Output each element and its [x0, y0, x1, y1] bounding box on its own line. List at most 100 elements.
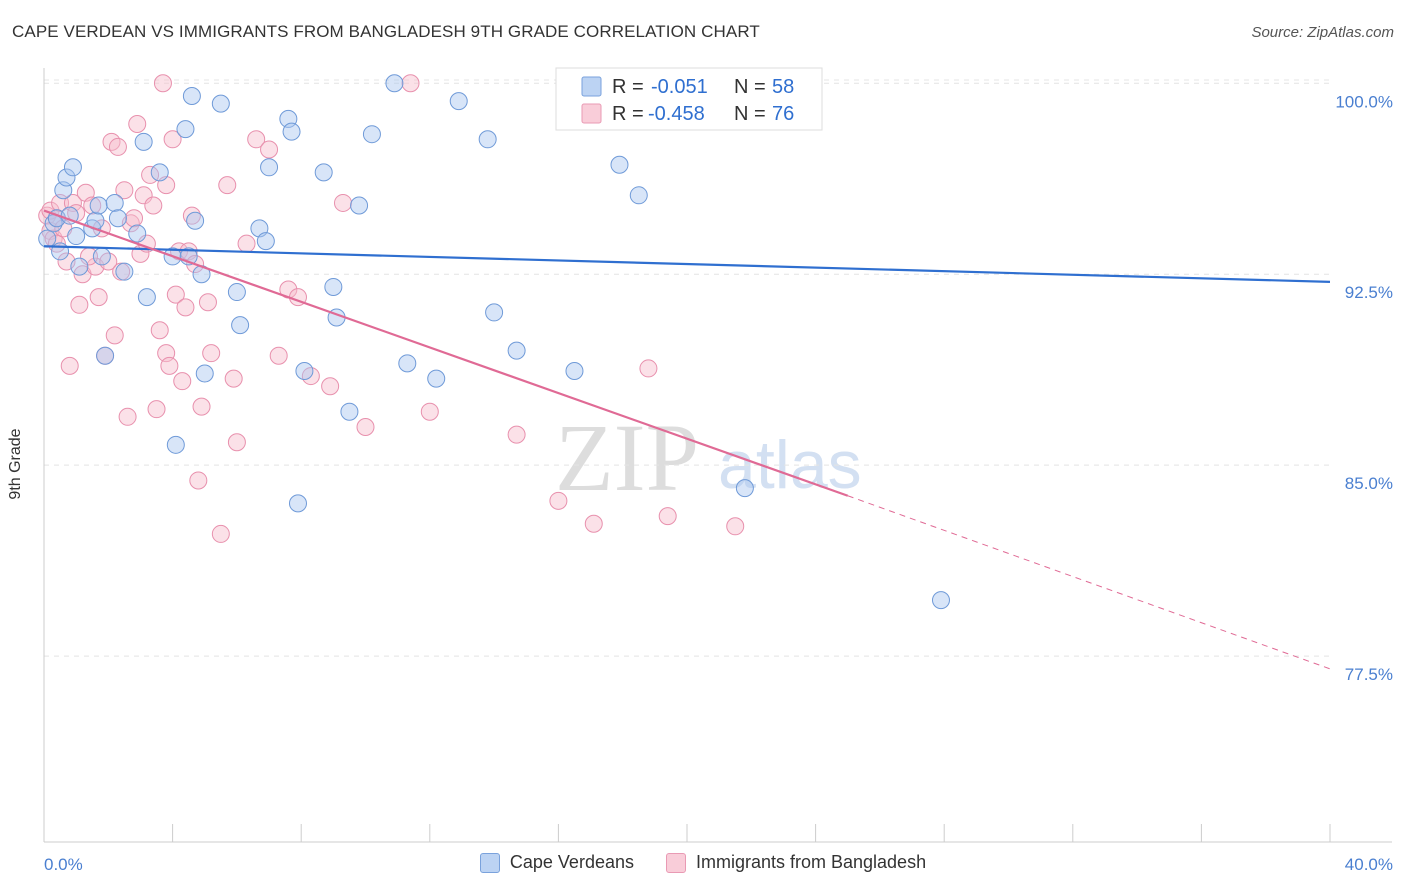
point-cape-verdeans — [256, 232, 275, 251]
point-immigrants-from-bangladesh — [211, 524, 230, 543]
point-cape-verdeans — [96, 346, 115, 365]
point-immigrants-from-bangladesh — [202, 344, 221, 363]
bottom-legend: Cape Verdeans Immigrants from Bangladesh — [0, 852, 1406, 873]
legend-r-value-2: -0.458 — [648, 103, 705, 125]
legend-label-cape-verdeans: Cape Verdeans — [509, 852, 634, 872]
point-immigrants-from-bangladesh — [173, 372, 192, 391]
point-immigrants-from-bangladesh — [83, 196, 102, 215]
point-cape-verdeans — [282, 122, 301, 141]
point-immigrants-from-bangladesh — [639, 359, 658, 378]
point-immigrants-from-bangladesh — [356, 417, 375, 436]
legend-label-immigrants-from-bangladesh: Immigrants from Bangladesh — [695, 852, 927, 872]
point-immigrants-from-bangladesh — [401, 74, 420, 93]
point-immigrants-from-bangladesh — [144, 196, 163, 215]
point-cape-verdeans — [150, 163, 169, 182]
point-cape-verdeans — [398, 354, 417, 373]
point-cape-verdeans — [260, 158, 279, 177]
point-cape-verdeans — [186, 211, 205, 230]
legend-r-label-1: R = — [612, 76, 644, 98]
legend-n-label-2: N = — [734, 103, 766, 125]
x-tick-label-min: 0.0% — [44, 855, 83, 874]
trend-extension-immigrants-from-bangladesh — [847, 495, 1331, 670]
point-immigrants-from-bangladesh — [549, 491, 568, 510]
point-cape-verdeans — [295, 361, 314, 380]
legend-n-label-1: N = — [734, 76, 766, 98]
stats-legend: R = -0.051 N = 58 R = -0.458 N = 76 — [555, 67, 823, 131]
point-immigrants-from-bangladesh — [420, 402, 439, 421]
point-immigrants-from-bangladesh — [160, 356, 179, 375]
point-immigrants-from-bangladesh — [125, 209, 144, 228]
watermark-zip: ZIP — [555, 404, 699, 511]
point-immigrants-from-bangladesh — [60, 356, 79, 375]
point-immigrants-from-bangladesh — [189, 471, 208, 490]
y-tick-label: 85.0% — [1345, 474, 1393, 493]
point-immigrants-from-bangladesh — [218, 176, 237, 195]
grid — [44, 79, 1330, 657]
point-cape-verdeans — [324, 277, 343, 296]
point-cape-verdeans — [449, 92, 468, 111]
y-tick-labels: 100.0% 92.5% 85.0% 77.5% — [1335, 92, 1393, 684]
point-cape-verdeans — [288, 494, 307, 513]
point-immigrants-from-bangladesh — [333, 193, 352, 212]
point-immigrants-from-bangladesh — [227, 433, 246, 452]
point-immigrants-from-bangladesh — [237, 234, 256, 253]
legend-swatch-immigrants-from-bangladesh — [665, 852, 686, 873]
point-cape-verdeans — [931, 591, 950, 610]
legend-swatch-cape-verdeans — [479, 852, 500, 873]
legend-n-value-2: 76 — [772, 103, 794, 125]
point-immigrants-from-bangladesh — [176, 298, 195, 317]
point-cape-verdeans — [51, 242, 70, 261]
point-immigrants-from-bangladesh — [70, 295, 89, 314]
point-cape-verdeans — [176, 120, 195, 139]
point-cape-verdeans — [38, 229, 57, 248]
point-cape-verdeans — [57, 168, 76, 187]
legend-swatch-pink — [581, 103, 602, 124]
trend-line-immigrants-from-bangladesh — [43, 209, 849, 497]
axes — [43, 68, 1392, 843]
x-tick-label-max: 40.0% — [1345, 855, 1393, 874]
point-immigrants-from-bangladesh — [726, 517, 745, 536]
point-immigrants-from-bangladesh — [321, 377, 340, 396]
legend-r-label-2: R = — [612, 103, 644, 125]
point-cape-verdeans — [195, 364, 214, 383]
point-immigrants-from-bangladesh — [153, 74, 172, 93]
point-immigrants-from-bangladesh — [118, 407, 137, 426]
point-immigrants-from-bangladesh — [150, 321, 169, 340]
trend-line-cape-verdeans — [43, 245, 1331, 283]
point-immigrants-from-bangladesh — [198, 293, 217, 312]
chart-title: CAPE VERDEAN VS IMMIGRANTS FROM BANGLADE… — [12, 22, 760, 41]
legend-n-value-1: 58 — [772, 76, 794, 98]
point-immigrants-from-bangladesh — [658, 507, 677, 526]
point-cape-verdeans — [231, 316, 250, 335]
legend-r-value-1: -0.051 — [651, 76, 708, 98]
point-cape-verdeans — [427, 369, 446, 388]
point-cape-verdeans — [134, 132, 153, 151]
point-cape-verdeans — [735, 479, 754, 498]
point-immigrants-from-bangladesh — [269, 346, 288, 365]
point-cape-verdeans — [629, 186, 648, 205]
point-cape-verdeans — [108, 209, 127, 228]
point-immigrants-from-bangladesh — [260, 140, 279, 159]
point-immigrants-from-bangladesh — [166, 285, 185, 304]
point-cape-verdeans — [89, 196, 108, 215]
point-cape-verdeans — [610, 155, 629, 174]
point-immigrants-from-bangladesh — [108, 137, 127, 156]
point-cape-verdeans — [182, 87, 201, 106]
watermark: ZIP atlas — [555, 404, 862, 511]
point-cape-verdeans — [478, 130, 497, 149]
point-cape-verdeans — [227, 283, 246, 302]
point-cape-verdeans — [485, 303, 504, 322]
legend-swatch-blue — [581, 76, 602, 97]
point-immigrants-from-bangladesh — [89, 288, 108, 307]
point-immigrants-from-bangladesh — [115, 181, 134, 200]
point-cape-verdeans — [67, 227, 86, 246]
point-immigrants-from-bangladesh — [584, 514, 603, 533]
point-cape-verdeans — [70, 257, 89, 276]
point-immigrants-from-bangladesh — [247, 130, 266, 149]
y-tick-label: 92.5% — [1345, 283, 1393, 302]
point-cape-verdeans — [137, 288, 156, 307]
point-immigrants-from-bangladesh — [224, 369, 243, 388]
legend-item-cape-verdeans: Cape Verdeans — [479, 852, 634, 873]
point-cape-verdeans — [128, 224, 147, 243]
